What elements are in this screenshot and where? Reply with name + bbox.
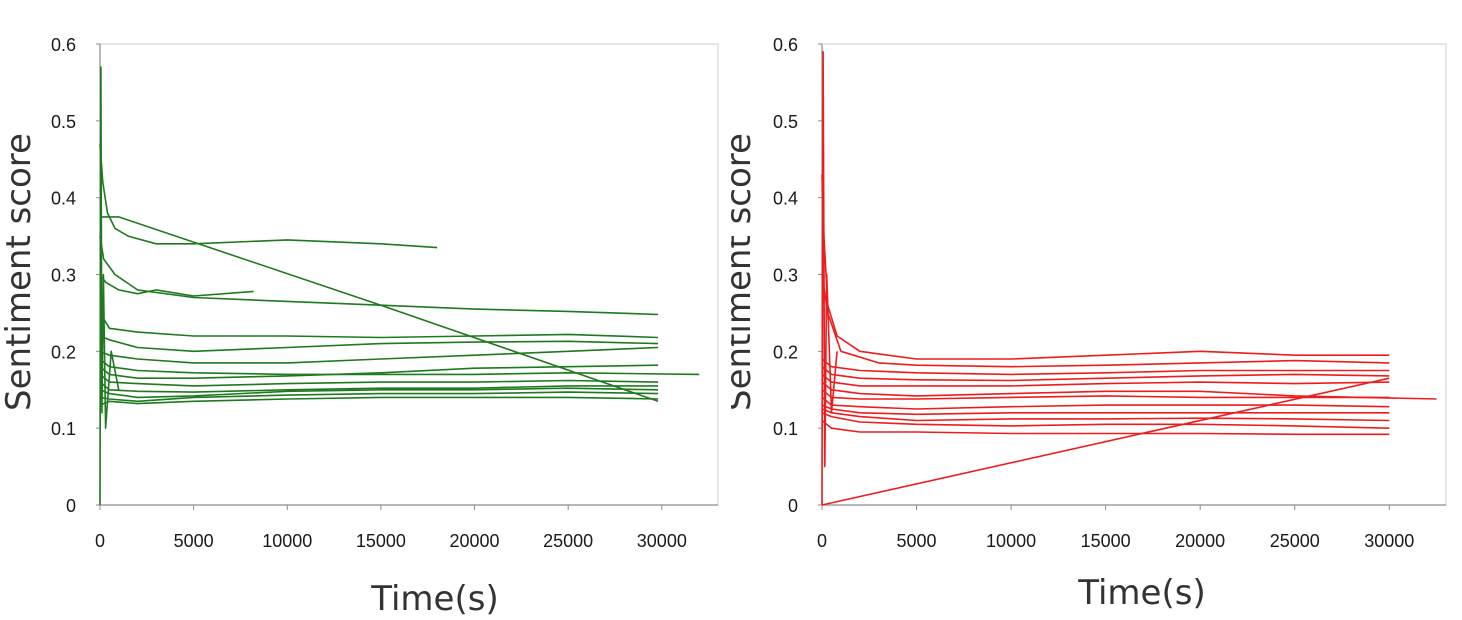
right-series-line-r12 (821, 419, 1390, 436)
right-y-tick-label: 0.1 (773, 419, 798, 439)
left-x-tick-label: 30000 (637, 531, 687, 551)
right-series-line-r6 (821, 381, 1437, 400)
left-series-line-s2 (99, 274, 254, 297)
left-y-tick-label: 0.1 (51, 419, 76, 439)
right-y-tick-label: 0.2 (773, 342, 798, 362)
left-x-tick-label: 15000 (356, 531, 406, 551)
left-series-line-s10 (99, 381, 659, 393)
left-series-line-s9 (99, 373, 659, 387)
left-series-group (99, 66, 700, 506)
left-series-line-s8 (99, 364, 659, 380)
right-x-tick-label: 5000 (897, 531, 937, 551)
left-series-line-s5 (99, 335, 659, 353)
left-series-line-s6 (99, 346, 659, 364)
right-y-axis-label: Sentiment score (731, 133, 759, 411)
right-y-tick-label: 0 (788, 496, 798, 516)
right-series-line-r5 (821, 373, 1390, 387)
left-x-tick-label: 10000 (262, 531, 312, 551)
left-y-tick-label: 0 (66, 496, 76, 516)
right-series-line-r1 (821, 174, 1390, 360)
right-y-tick-label: 0.6 (773, 35, 798, 55)
left-sentiment-chart: 0 0.1 0.2 0.3 0.4 0.5 0.6 0 5000 10000 15000 20000 2… (0, 35, 719, 619)
right-chart-panel: 0 0.1 0.2 0.3 0.4 0.5 0.6 0 5000 10000 15000 20000 2… (731, 0, 1462, 620)
left-x-tick-label: 5000 (174, 531, 214, 551)
right-series-line-r14 (821, 50, 838, 506)
left-y-tick-label: 0.5 (51, 112, 76, 132)
right-x-tick-label: 15000 (1081, 531, 1131, 551)
right-y-tick-label: 0.3 (773, 266, 798, 286)
right-x-tick-label: 25000 (1270, 531, 1320, 551)
right-series-line-r4 (821, 366, 1390, 382)
left-plot-frame (99, 43, 719, 506)
right-y-tick-label: 0.5 (773, 112, 798, 132)
left-series-line-s4 (99, 312, 659, 339)
left-y-tick-label: 0.6 (51, 35, 76, 55)
right-x-axis-label: Time(s) (1077, 573, 1205, 613)
right-series-line-r8 (821, 396, 1390, 410)
right-series-line-r9 (821, 404, 1390, 416)
left-x-tick-label: 0 (95, 531, 105, 551)
left-series-line-s15 (99, 66, 120, 506)
right-x-tick-label: 10000 (986, 531, 1036, 551)
right-series-line-r11 (821, 412, 1390, 429)
left-x-tick-label: 20000 (450, 531, 500, 551)
left-series-line-s13 (99, 396, 659, 406)
left-x-tick-label: 25000 (543, 531, 593, 551)
left-series-line-s3 (99, 235, 659, 316)
left-y-tick-label: 0.4 (51, 189, 76, 209)
right-sentiment-chart: 0 0.1 0.2 0.3 0.4 0.5 0.6 0 5000 10000 15000 20000 2… (731, 35, 1447, 613)
right-series-line-r2 (821, 274, 1390, 368)
right-series-line-r10 (821, 408, 1390, 422)
left-series-line-s14 (100, 216, 659, 403)
left-x-axis-label: Time(s) (370, 579, 498, 619)
left-y-axis-label: Sentiment score (0, 133, 39, 411)
left-y-tick-label: 0.2 (51, 342, 76, 362)
left-series-line-s12 (99, 391, 659, 403)
left-series-line-s7 (99, 358, 700, 376)
right-series-line-r13 (821, 377, 1390, 506)
left-chart-panel: 0 0.1 0.2 0.3 0.4 0.5 0.6 0 5000 10000 15000 20000 2… (0, 35, 719, 619)
right-series-line-r7 (821, 389, 1390, 400)
right-y-tick-label: 0.4 (773, 189, 798, 209)
right-series-line-r3 (821, 358, 1390, 376)
right-x-tick-label: 30000 (1364, 531, 1414, 551)
right-series-group (821, 50, 1437, 506)
right-x-tick-label: 0 (817, 531, 827, 551)
left-series-line-s1 (99, 143, 438, 249)
left-y-tick-label: 0.3 (51, 266, 76, 286)
left-series-line-s11 (99, 387, 659, 399)
right-x-tick-label: 20000 (1175, 531, 1225, 551)
